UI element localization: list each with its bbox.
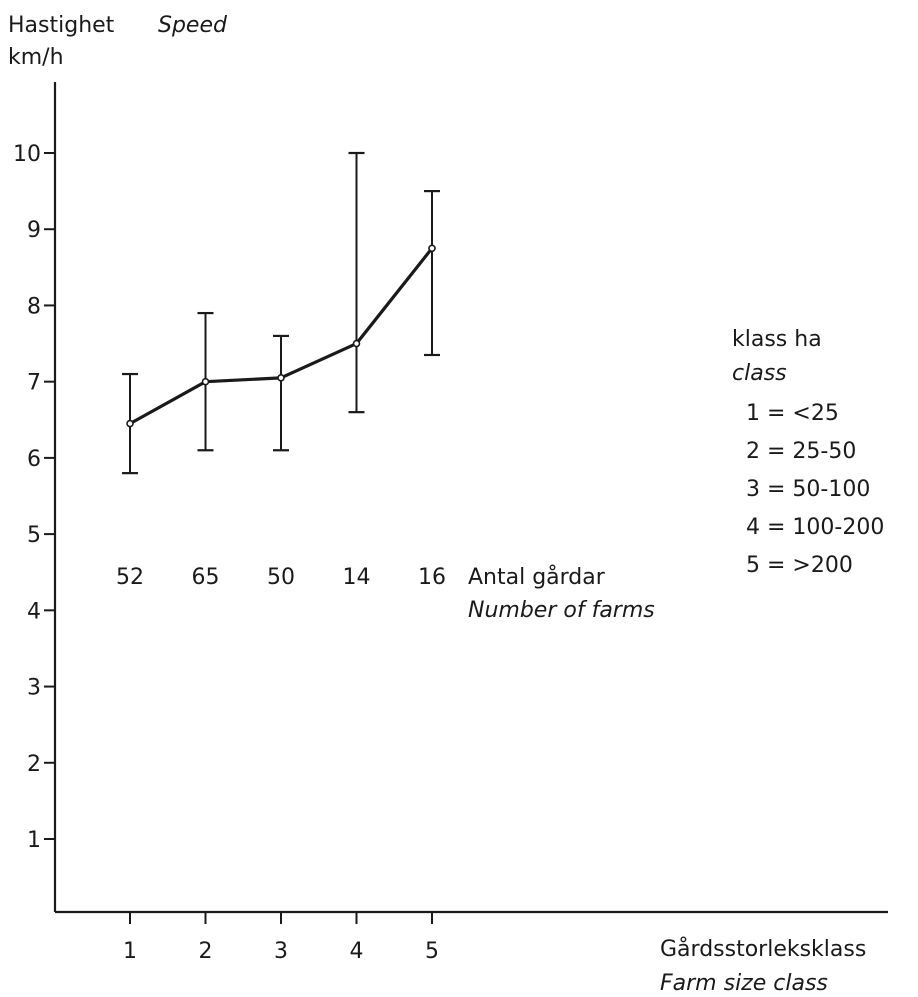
class-legend-entry: 5 = >200 bbox=[746, 553, 853, 578]
data-point bbox=[352, 339, 361, 348]
y-ticks: 1 2 3 4 5 6 7 8 9 10 bbox=[13, 142, 55, 853]
y-tick-label: 7 bbox=[27, 371, 41, 396]
counts-label-sv: Antal gårdar bbox=[468, 564, 606, 590]
y-tick-label: 4 bbox=[27, 599, 41, 624]
data-point bbox=[126, 419, 134, 428]
class-legend-entry: 4 = 100-200 bbox=[746, 515, 884, 540]
farm-count-value: 16 bbox=[418, 565, 446, 590]
farm-count-value: 50 bbox=[267, 565, 295, 590]
data-point bbox=[277, 374, 285, 382]
x-tick-label: 3 bbox=[274, 939, 288, 964]
y-tick-label: 5 bbox=[27, 523, 41, 548]
y-tick-label: 10 bbox=[13, 142, 41, 167]
y-tick-label: 1 bbox=[27, 828, 41, 853]
class-legend-title-en: class bbox=[732, 361, 787, 386]
y-axis-title-sv: Hastighet bbox=[8, 13, 115, 38]
farm-count-value: 14 bbox=[343, 565, 371, 590]
y-axis-title-en: Speed bbox=[158, 13, 228, 38]
x-tick-label: 4 bbox=[350, 939, 364, 964]
farm-count-value: 52 bbox=[116, 565, 144, 590]
data-point bbox=[428, 244, 436, 253]
x-tick-label: 1 bbox=[123, 939, 137, 964]
error-bars bbox=[122, 151, 440, 475]
y-axis-unit: km/h bbox=[8, 45, 64, 70]
y-tick-label: 9 bbox=[27, 218, 41, 243]
class-legend-entry: 3 = 50-100 bbox=[746, 477, 870, 502]
y-tick-label: 8 bbox=[27, 294, 41, 319]
class-legend-entry: 1 = <25 bbox=[746, 401, 839, 426]
data-point bbox=[201, 377, 210, 386]
class-legend-title-sv: klass ha bbox=[732, 327, 822, 352]
y-tick-label: 6 bbox=[27, 447, 41, 472]
x-tick-label: 2 bbox=[199, 939, 213, 964]
series-line-layer bbox=[126, 244, 436, 428]
x-ticks: 1 2 3 4 5 bbox=[123, 912, 439, 964]
farm-count-value: 65 bbox=[192, 565, 220, 590]
class-legend-entry: 2 = 25-50 bbox=[746, 439, 856, 464]
y-tick-label: 2 bbox=[27, 752, 41, 777]
farm-counts: 52 65 50 14 16 bbox=[116, 565, 446, 590]
counts-label-en: Number of farms bbox=[468, 598, 655, 623]
class-legend-entries: 1 = <25 2 = 25-50 3 = 50-100 4 = 100-200 5 =… bbox=[746, 401, 884, 578]
x-axis-title-en: Farm size class bbox=[660, 971, 828, 996]
x-tick-label: 5 bbox=[425, 939, 439, 964]
x-axis-title-sv: Gårdsstorleksklass bbox=[660, 936, 866, 962]
y-tick-label: 3 bbox=[27, 676, 41, 701]
